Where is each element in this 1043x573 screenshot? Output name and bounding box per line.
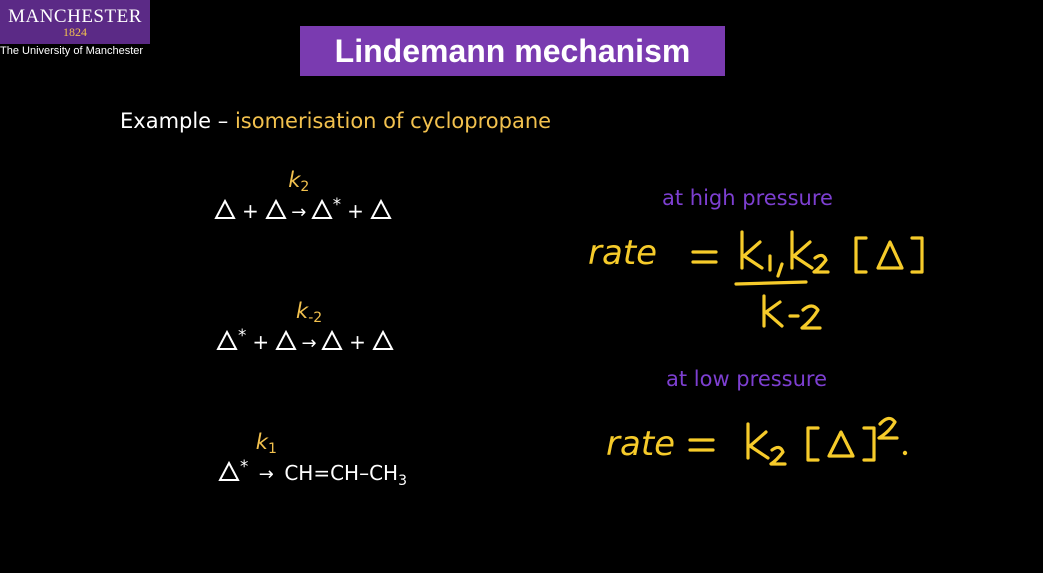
slide-title-box: Lindemann mechanism xyxy=(300,26,725,76)
example-line: Example – isomerisation of cyclopropane xyxy=(120,109,551,133)
hw-squared xyxy=(877,416,899,440)
plus-sign: + xyxy=(347,198,364,223)
cyclopropane-icon xyxy=(372,329,394,350)
reaction-arrow: k1 → xyxy=(255,429,277,485)
cyclopropane-icon xyxy=(370,198,392,219)
slide-title: Lindemann mechanism xyxy=(334,32,691,69)
university-logo: MANCHESTER 1824 xyxy=(0,0,150,44)
cyclopropane-icon xyxy=(275,329,297,350)
high-pressure-rate-equation: rate xyxy=(588,230,924,330)
cyclopropane-icon xyxy=(216,329,238,350)
low-pressure-label: at low pressure xyxy=(666,367,828,391)
hw-k2-k xyxy=(790,230,814,270)
example-prefix: Example – xyxy=(120,109,235,133)
reaction-activation: + k2 → * + xyxy=(214,167,392,223)
hw-fraction-bar xyxy=(734,280,808,286)
rate-constant-label: k1 xyxy=(255,429,277,457)
cyclopropane-icon xyxy=(265,198,287,219)
hw-open-bracket xyxy=(854,236,868,274)
reaction-arrow: k2 → xyxy=(288,167,310,223)
hw-comma xyxy=(776,262,784,278)
hw-k2-k xyxy=(746,422,770,460)
hw-equals xyxy=(691,250,718,264)
rate-constant-label: k-2 xyxy=(296,298,323,326)
hw-triangle xyxy=(876,240,904,270)
cyclopropane-icon xyxy=(218,460,240,481)
excited-star: * xyxy=(238,326,247,345)
high-pressure-label: at high pressure xyxy=(662,186,833,210)
reaction-isomerisation: * k1 → CH=CH–CH3 xyxy=(218,429,408,489)
logo-year: 1824 xyxy=(63,25,87,39)
cyclopropane-icon xyxy=(214,198,236,219)
cyclopropane-icon xyxy=(311,198,333,219)
reaction-arrow: k-2 → xyxy=(296,298,323,354)
hw-k2-subscript xyxy=(812,253,830,274)
hw-close-bracket xyxy=(910,236,924,274)
propene-product: CH=CH–CH3 xyxy=(284,460,408,489)
low-pressure-rate-equation: rate xyxy=(606,416,908,466)
plus-sign: + xyxy=(242,198,259,223)
hw-rate-word: rate xyxy=(588,233,657,273)
example-topic: isomerisation of cyclopropane xyxy=(234,109,552,133)
hw-dot xyxy=(902,450,908,456)
cyclopropane-icon xyxy=(321,329,343,350)
hw-km2-k xyxy=(762,294,784,328)
reaction-deactivation: * + k-2 → + xyxy=(216,298,394,354)
plus-sign: + xyxy=(252,329,270,354)
logo-wordmark: MANCHESTER xyxy=(8,6,142,27)
hw-equals xyxy=(688,438,715,452)
hw-open-bracket xyxy=(806,426,820,462)
hw-rate-word: rate xyxy=(606,424,675,464)
hw-triangle xyxy=(827,430,855,458)
hw-close-bracket xyxy=(862,426,876,462)
excited-star: * xyxy=(240,457,249,476)
plus-sign: + xyxy=(349,329,366,354)
hw-k2-subscript xyxy=(769,445,787,466)
excited-star: * xyxy=(332,195,342,214)
hw-km2-two xyxy=(800,304,822,330)
logo-subtitle: The University of Manchester xyxy=(0,45,144,57)
hw-k1-k xyxy=(740,230,764,270)
rate-constant-label: k2 xyxy=(288,167,310,195)
